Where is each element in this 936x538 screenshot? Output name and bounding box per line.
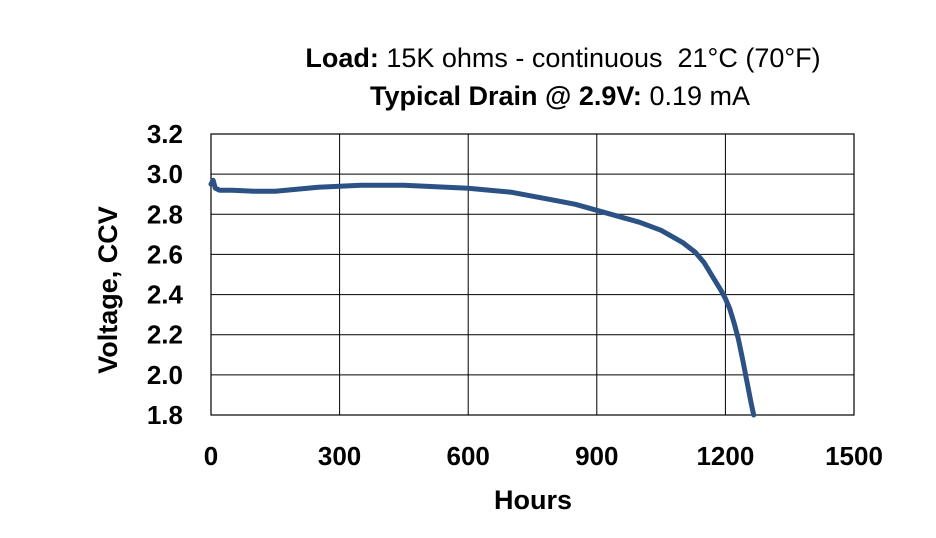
x-tick-label: 1200: [696, 441, 754, 471]
chart-title-line-1-bold: Load:: [305, 43, 379, 73]
chart-title-line-1-text: 15K ohms - continuous 21°C (70°F): [379, 43, 821, 73]
y-tick-label: 2.4: [147, 280, 184, 310]
x-tick-label: 300: [318, 441, 361, 471]
x-tick-label: 0: [204, 441, 218, 471]
chart-title-line-2: Typical Drain @ 2.9V: 0.19 mA: [370, 81, 750, 111]
x-axis-label: Hours: [494, 485, 572, 515]
x-tick-label: 1500: [825, 441, 883, 471]
y-tick-label: 2.8: [147, 199, 183, 229]
x-tick-label: 900: [575, 441, 618, 471]
y-axis-ticks: 1.8 2.0 2.2 2.4 2.6 2.8 3.0 3.2: [147, 119, 184, 430]
y-tick-label: 2.6: [147, 239, 183, 269]
voltage-series-line: [208, 177, 757, 418]
y-axis-label: Voltage, CCV: [93, 206, 123, 374]
y-tick-label: 3.0: [147, 159, 183, 189]
y-tick-label: 1.8: [147, 400, 183, 430]
y-tick-label: 2.0: [147, 360, 183, 390]
plot-area-frame: [210, 133, 855, 416]
y-tick-label: 2.2: [147, 320, 183, 350]
chart-title-line-2-text: 0.19 mA: [642, 81, 750, 111]
x-tick-label: 600: [447, 441, 490, 471]
chart-title-line-1: Load: 15K ohms - continuous 21°C (70°F): [305, 43, 820, 73]
grid: [210, 133, 855, 416]
x-axis-ticks: 0 300 600 900 1200 1500: [204, 441, 883, 471]
chart-title-line-2-bold: Typical Drain @ 2.9V:: [370, 81, 642, 111]
y-tick-label: 3.2: [147, 119, 183, 149]
